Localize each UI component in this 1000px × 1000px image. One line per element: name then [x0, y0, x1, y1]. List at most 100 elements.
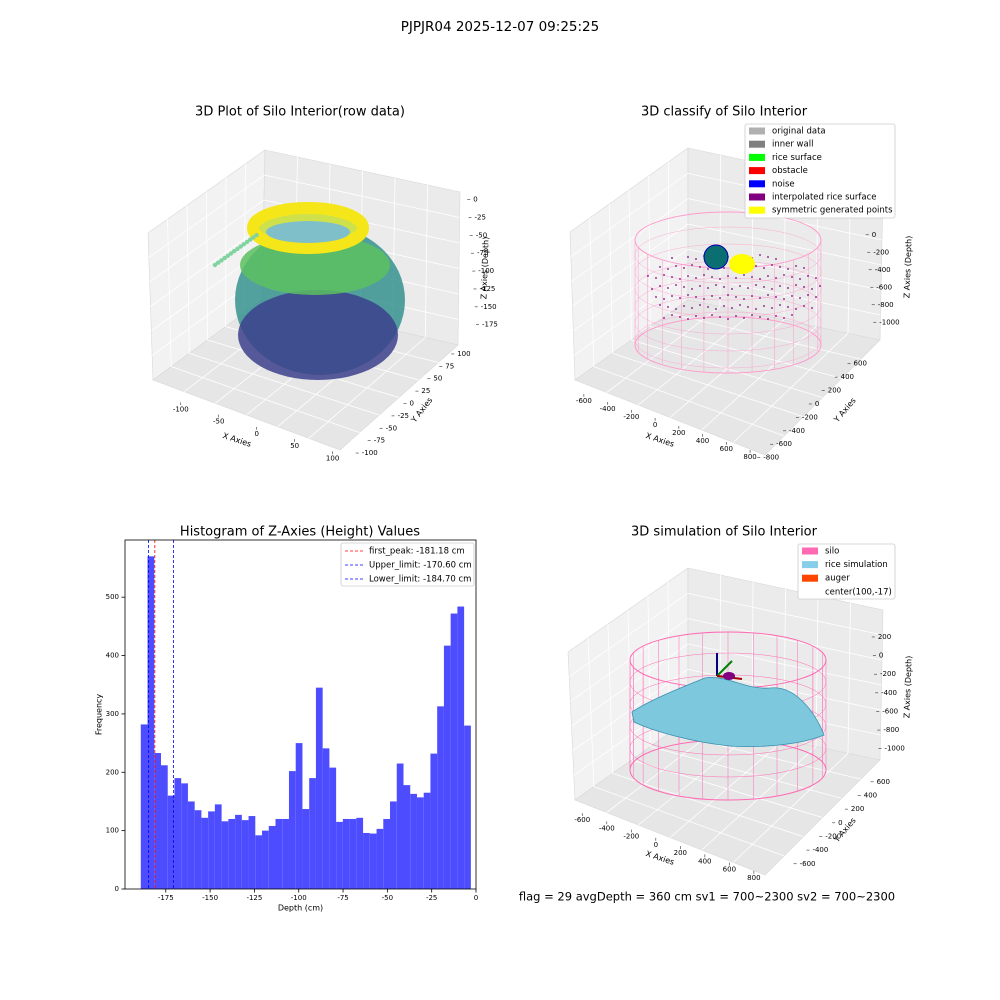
legend-label: noise: [772, 179, 795, 189]
bar: [275, 818, 283, 889]
tick-label: -400: [875, 266, 891, 274]
legend-swatch: [749, 180, 765, 188]
tick-label: -150: [481, 303, 497, 311]
surface-point: [799, 278, 801, 280]
x-tick-label: -50: [382, 894, 393, 902]
bar: [288, 771, 296, 889]
tick-label: -400: [881, 689, 897, 697]
surface-point: [727, 294, 729, 296]
surface-point: [659, 285, 661, 287]
surface-point: [783, 317, 785, 319]
y-tick-label: 200: [106, 768, 119, 776]
bar: [214, 804, 222, 889]
surface-point: [791, 295, 793, 297]
surface-point: [683, 286, 685, 288]
bar: [187, 801, 195, 889]
tick-label: -200: [873, 248, 889, 256]
bar: [410, 793, 417, 889]
surface-point: [703, 274, 705, 276]
surface-point: [703, 298, 705, 300]
surface-point: [811, 307, 813, 309]
surface-point: [683, 305, 685, 307]
surface-point: [691, 264, 693, 266]
tick-label: -400: [600, 405, 616, 413]
tick-label: -50: [386, 424, 397, 432]
pane-grid: [847, 602, 851, 754]
surface-point: [695, 296, 697, 298]
surface-point: [751, 314, 753, 316]
tick-label: -200: [825, 832, 841, 840]
bar: [295, 743, 303, 889]
tick-label: -100: [478, 267, 494, 275]
tick-label: 200: [674, 849, 687, 857]
surface-point: [723, 267, 725, 269]
surface-point: [723, 305, 725, 307]
surface-point: [759, 316, 761, 318]
tick-label: -50: [476, 231, 487, 239]
y-tick-label: 500: [106, 593, 119, 601]
surface-point: [687, 256, 689, 258]
surface-point: [803, 305, 805, 307]
surface-point: [743, 274, 745, 276]
tick-label: 50: [290, 442, 299, 450]
surface-point: [807, 294, 809, 296]
tick-label: -100: [173, 405, 189, 413]
surface-point: [679, 278, 681, 280]
legend-label: Lower_limit: -184.70 cm: [369, 575, 471, 585]
bar: [262, 830, 269, 889]
surface-point: [671, 314, 673, 316]
surface-point: [787, 306, 789, 308]
cloud-stray: [244, 239, 250, 245]
surface-point: [779, 304, 781, 306]
surface-point: [699, 266, 701, 268]
silo-ring: [634, 260, 822, 318]
surface-point: [659, 304, 661, 306]
silo-ring: [634, 277, 822, 335]
surface-point: [719, 278, 721, 280]
tick-label: -1000: [884, 745, 904, 753]
surface-point: [719, 297, 721, 299]
bar: [363, 832, 370, 889]
bar: [430, 753, 438, 889]
surface-point: [655, 296, 657, 298]
tick-label: -400: [789, 427, 805, 435]
tick-label: -1000: [879, 318, 899, 326]
surface-point: [731, 288, 733, 290]
bar: [336, 821, 343, 889]
surface-point: [755, 284, 757, 286]
surface-point: [787, 268, 789, 270]
tick-label: 100: [326, 454, 339, 462]
tick-label: 200: [851, 805, 864, 813]
tick-label: 0: [653, 421, 657, 429]
bar: [349, 818, 357, 889]
y-axis-label: Frequency: [95, 694, 104, 736]
tick-label: -50: [213, 418, 224, 426]
surface-point: [747, 287, 749, 289]
figure-title: PJPJR04 2025-12-07 09:25:25: [401, 19, 599, 35]
tick-label: 600: [723, 866, 736, 874]
cloud-lower: [238, 290, 398, 380]
bar: [437, 706, 444, 889]
legend-label: rice surface: [772, 153, 822, 163]
tick-label: -800: [763, 454, 779, 462]
cloud-stray: [222, 255, 227, 261]
z-axis-label: Z Axies (Depth): [902, 236, 913, 299]
x-axis-label: Depth (cm): [278, 904, 323, 913]
cloud-stray: [212, 262, 218, 268]
tick-label: -200: [802, 413, 818, 421]
surface-point: [711, 295, 713, 297]
surface-point: [767, 275, 769, 277]
surface-point: [699, 304, 701, 306]
cloud-stray: [228, 251, 234, 256]
surface-point: [803, 267, 805, 269]
surface-point: [763, 286, 765, 288]
surface-point: [763, 267, 765, 269]
tick-label: 0: [838, 819, 842, 827]
tick-label: -200: [623, 833, 639, 841]
auger: [723, 672, 735, 680]
bar: [154, 753, 161, 889]
y-tick-label: 300: [106, 710, 119, 718]
surface-point: [671, 276, 673, 278]
surface-point: [799, 297, 801, 299]
